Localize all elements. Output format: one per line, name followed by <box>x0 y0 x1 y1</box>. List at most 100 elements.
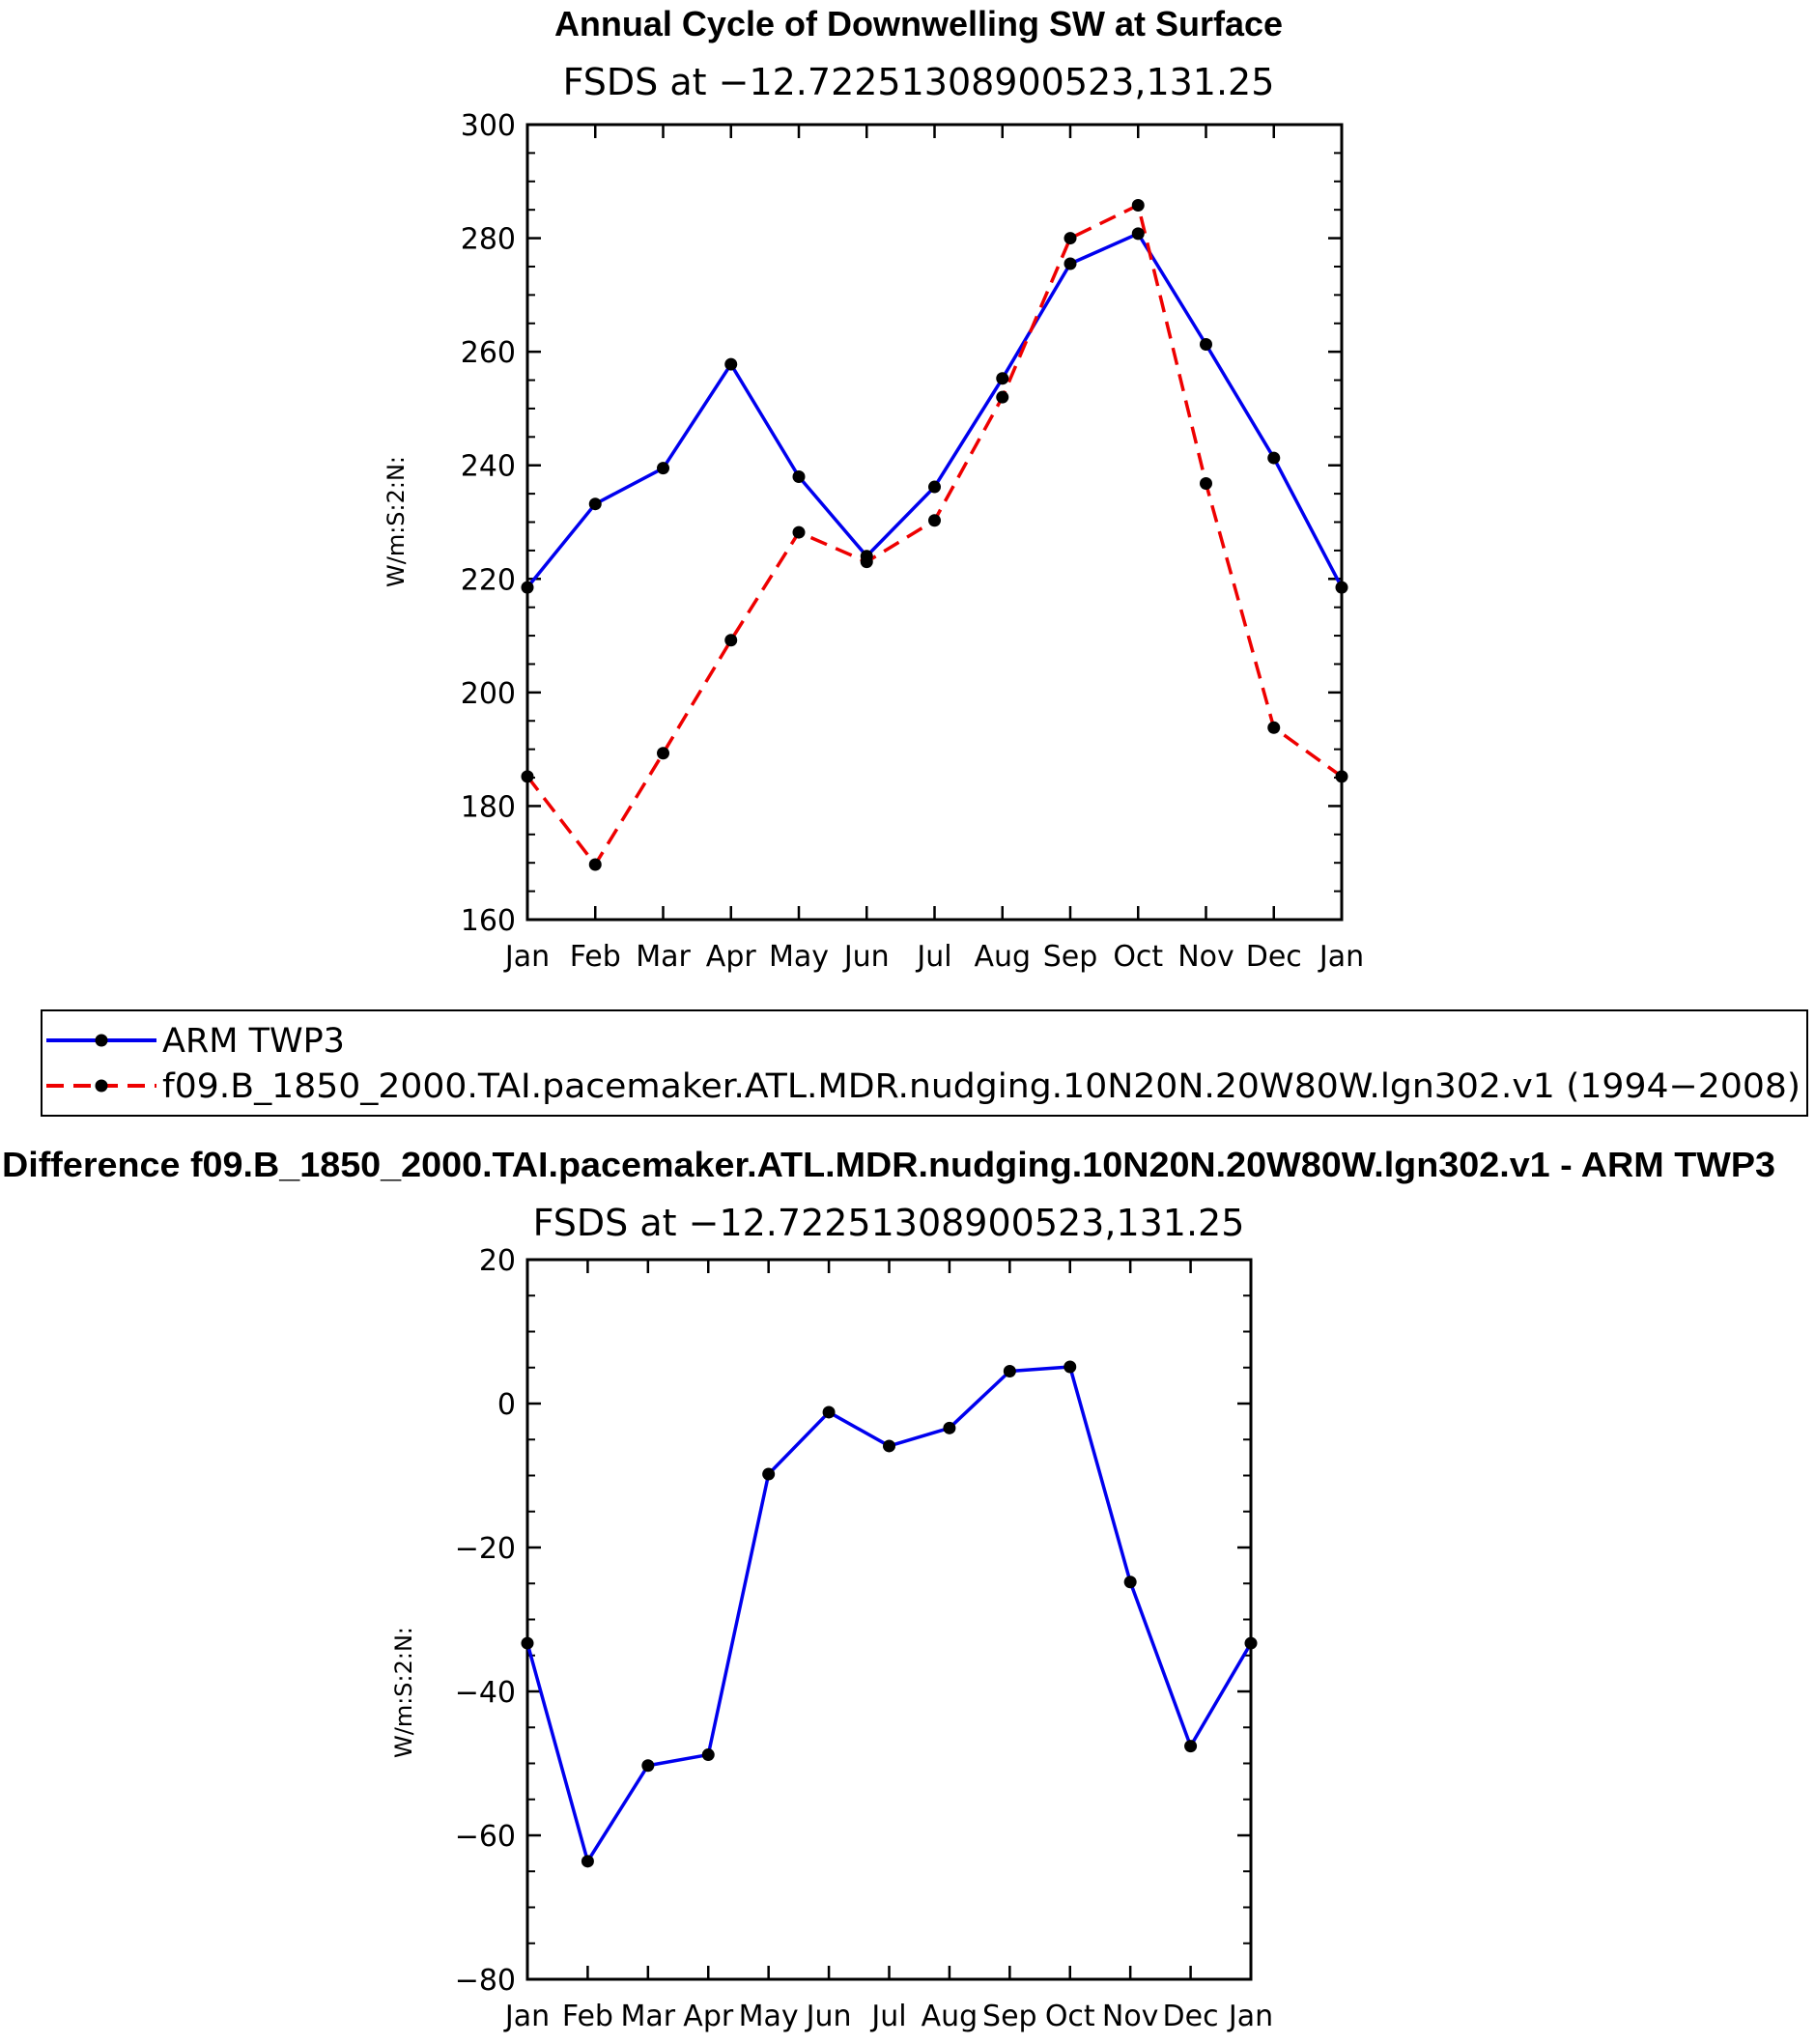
legend-label-model: f09.B_1850_2000.TAI.pacemaker.ATL.MDR.nu… <box>162 1067 1801 1106</box>
bottom-chart-series-0-point <box>1184 1740 1198 1753</box>
top-chart-ytick-label: 240 <box>461 450 516 484</box>
top-chart-series-0-point <box>1200 338 1212 352</box>
bottom-chart-xtick-label: Aug <box>922 2000 978 2033</box>
top-chart-ylabel: W/m:S:2:N: <box>383 456 410 587</box>
top-chart-series-0-point <box>521 581 534 594</box>
top-chart-series <box>521 198 1348 871</box>
top-chart-ytick-label: 160 <box>461 904 516 938</box>
bottom-chart-xtick-label: Sep <box>982 2000 1037 2033</box>
top-chart-series-0-point <box>792 469 806 483</box>
bottom-chart-series-0-point <box>521 1636 534 1650</box>
top-chart-series-1-point <box>996 390 1009 404</box>
top-chart-xtick-label: Jan <box>1318 940 1364 974</box>
top-chart-xtick-label: Nov <box>1177 940 1234 974</box>
bottom-chart-ytick-label: 0 <box>497 1388 516 1422</box>
bottom-chart-title: Difference f09.B_1850_2000.TAI.pacemaker… <box>2 1145 1775 1184</box>
top-chart-series-0-point <box>657 462 669 475</box>
bottom-chart-ytick-label: −80 <box>455 1964 516 1998</box>
bottom-chart-ytick-label: −40 <box>455 1676 516 1710</box>
bottom-chart-tick-labels: Jan Feb Mar Apr May Jun Jul Aug Sep Oct Nov Dec Jan−… <box>455 1244 1273 2033</box>
top-chart-series-line-1 <box>525 203 1344 866</box>
bottom-chart-xtick-label: Feb <box>562 2000 613 2033</box>
bottom-chart-series <box>521 1360 1258 1868</box>
top-chart-xtick-label: Mar <box>636 940 691 974</box>
top-chart-ytick-label: 180 <box>461 790 516 824</box>
top-chart-ytick-label: 260 <box>461 336 516 370</box>
bottom-chart-series-0-point <box>1063 1360 1077 1374</box>
bottom-chart-xtick-label: Oct <box>1045 2000 1095 2033</box>
bottom-chart-ylabel: W/m:S:2:N: <box>390 1627 417 1758</box>
top-chart-series-1-point <box>860 555 873 569</box>
bottom-chart-series-0-point <box>883 1439 895 1453</box>
bottom-chart-series-0-point <box>1244 1636 1258 1650</box>
top-chart-series-1-point <box>657 747 669 760</box>
top-chart-ytick-label: 280 <box>461 223 516 257</box>
top-chart-xtick-label: May <box>769 940 829 974</box>
top-chart-ytick-label: 300 <box>461 109 516 143</box>
bottom-chart-series-0-point <box>943 1421 956 1434</box>
top-chart-series-0-point <box>724 357 738 371</box>
top-chart-series-1-point <box>1335 770 1348 783</box>
top-chart-series-1-point <box>1131 198 1145 212</box>
bottom-chart-xtick-label: Jun <box>805 2000 852 2033</box>
bottom-chart-xtick-label: Jan <box>1227 2000 1273 2033</box>
bottom-chart-xtick-label: Dec <box>1163 2000 1219 2033</box>
top-chart-ytick-label: 220 <box>461 563 516 597</box>
top-chart-xtick-label: Aug <box>974 940 1031 974</box>
top-chart-series-1-point <box>521 770 534 783</box>
bottom-chart-series-0-point <box>641 1759 655 1773</box>
bottom-chart: Difference f09.B_1850_2000.TAI.pacemaker… <box>2 1145 1775 2033</box>
top-chart-series-0-point <box>1335 581 1348 594</box>
top-chart-series-1-point <box>792 525 806 539</box>
bottom-chart-xtick-label: Nov <box>1102 2000 1159 2033</box>
top-chart-series-0-point <box>1131 227 1145 241</box>
bottom-chart-xtick-label: May <box>739 2000 799 2033</box>
bottom-chart-subtitle: FSDS at −12.72251308900523,131.25 <box>533 1202 1245 1244</box>
bottom-chart-xtick-label: Jul <box>869 2000 906 2033</box>
top-chart-xtick-label: Oct <box>1113 940 1163 974</box>
top-chart-xtick-label: Apr <box>706 940 757 974</box>
legend-marker-model <box>95 1079 108 1093</box>
legend-marker-arm <box>95 1034 108 1047</box>
top-chart-tick-labels: Jan Feb Mar Apr May Jun Jul Aug Sep Oct Nov Dec Jan1… <box>461 109 1364 974</box>
legend-label-arm: ARM TWP3 <box>162 1022 345 1061</box>
bottom-chart-ytick-label: 20 <box>479 1244 516 1278</box>
top-chart-series-0-point <box>1063 257 1077 270</box>
bottom-chart-series-0-point <box>822 1405 836 1419</box>
bottom-chart-ytick-label: −60 <box>455 1820 516 1854</box>
bottom-chart-series-0-point <box>701 1748 715 1762</box>
top-chart-series-1-point <box>724 634 738 647</box>
top-chart-xtick-label: Jun <box>842 940 890 974</box>
top-chart-series-1-point <box>928 514 941 527</box>
top-chart-title: Annual Cycle of Downwelling SW at Surfac… <box>554 4 1283 43</box>
top-chart-xtick-label: Dec <box>1246 940 1302 974</box>
bottom-chart-series-0-point <box>1123 1576 1137 1589</box>
bottom-chart-xtick-label: Apr <box>683 2000 734 2033</box>
top-chart-xtick-label: Jul <box>915 940 951 974</box>
top-chart-series-1-point <box>1063 232 1077 245</box>
top-chart-axes <box>525 123 1344 922</box>
top-chart-series-1-point <box>1267 721 1281 734</box>
top-chart-xtick-label: Jan <box>503 940 550 974</box>
bottom-chart-series-0-point <box>581 1855 594 1868</box>
top-chart-xtick-label: Sep <box>1043 940 1098 974</box>
top-chart-series-0-point <box>588 497 602 511</box>
top-chart-series-0-point <box>996 372 1009 385</box>
bottom-chart-xtick-label: Mar <box>621 2000 676 2033</box>
top-chart-series-0-point <box>1267 451 1281 465</box>
legend: ARM TWP3 f09.B_1850_2000.TAI.pacemaker.A… <box>41 1009 1808 1117</box>
bottom-chart-xtick-label: Jan <box>503 2000 550 2033</box>
top-chart: Annual Cycle of Downwelling SW at Surfac… <box>383 4 1364 974</box>
top-chart-subtitle: FSDS at −12.72251308900523,131.25 <box>563 61 1275 103</box>
top-chart-series-1-point <box>588 858 602 871</box>
bottom-chart-series-0-point <box>1003 1364 1016 1377</box>
legend-box <box>41 1009 1808 1117</box>
top-chart-series-1-point <box>1200 477 1212 491</box>
bottom-chart-ytick-label: −20 <box>455 1532 516 1566</box>
bottom-chart-axes <box>525 1258 1253 1981</box>
top-chart-ytick-label: 200 <box>461 677 516 711</box>
top-chart-series-0-point <box>928 480 941 494</box>
bottom-chart-series-0-point <box>762 1467 776 1481</box>
top-chart-xtick-label: Feb <box>570 940 621 974</box>
